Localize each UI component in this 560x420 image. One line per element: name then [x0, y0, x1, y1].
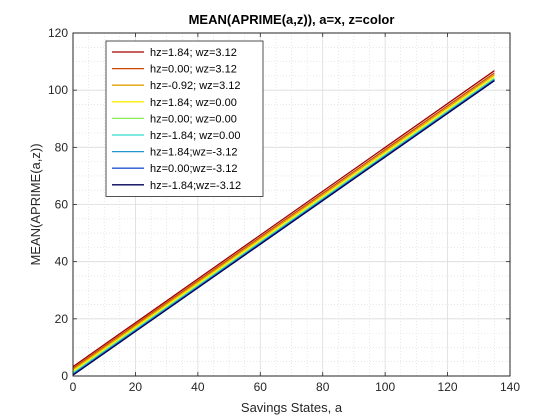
- ticks-layer: 0 20 40 60 80 100 120 140 0 20 40 60 80 100 120: [48, 26, 520, 394]
- legend-entry: hz=-1.84;wz=-3.12: [150, 180, 241, 192]
- x-tick-label: 40: [191, 380, 205, 394]
- y-tick-label: 0: [61, 369, 68, 383]
- series-line-3: [72, 74, 495, 371]
- y-axis-label: MEAN(APRIME(a,z)): [28, 143, 43, 265]
- x-tick-label: 100: [375, 380, 395, 394]
- y-tick-label: 100: [48, 83, 68, 97]
- legend: hz=1.84; wz=3.12 hz=0.00; wz=3.12 hz=-0.92…: [105, 40, 264, 197]
- x-tick-label: 0: [70, 380, 77, 394]
- x-tick-label: 120: [438, 380, 458, 394]
- series-line-2: [72, 72, 495, 369]
- legend-entry: hz=-1.84; wz=0.00: [150, 130, 241, 142]
- series-line-4: [72, 75, 495, 372]
- series-line-5: [72, 77, 495, 374]
- chart-title: MEAN(APRIME(a,z)), a=x, z=color: [189, 12, 395, 27]
- y-tick-label: 120: [48, 26, 68, 40]
- legend-entry: hz=0.00; wz=3.12: [150, 64, 237, 76]
- legend-entry: hz=1.84; wz=0.00: [150, 97, 237, 109]
- x-tick-label: 20: [129, 380, 143, 394]
- x-tick-label: 60: [254, 380, 268, 394]
- y-tick-label: 80: [55, 140, 69, 154]
- series-line-1: [72, 70, 495, 368]
- x-axis-label: Savings States, a: [241, 400, 343, 415]
- x-tick-label: 80: [316, 380, 330, 394]
- y-tick-label: 60: [55, 198, 69, 212]
- legend-entry: hz=-0.92; wz=3.12: [150, 80, 241, 92]
- legend-entry: hz=1.84; wz=3.12: [150, 47, 237, 59]
- series-line-9: [72, 80, 495, 376]
- y-tick-label: 40: [55, 255, 69, 269]
- series-layer: [72, 70, 495, 376]
- y-tick-label: 20: [55, 312, 69, 326]
- legend-entry: hz=0.00;wz=-3.12: [150, 163, 237, 175]
- legend-entry: hz=0.00; wz=0.00: [150, 113, 237, 125]
- legend-entry: hz=1.84;wz=-3.12: [150, 147, 237, 159]
- x-tick-label: 140: [500, 380, 520, 394]
